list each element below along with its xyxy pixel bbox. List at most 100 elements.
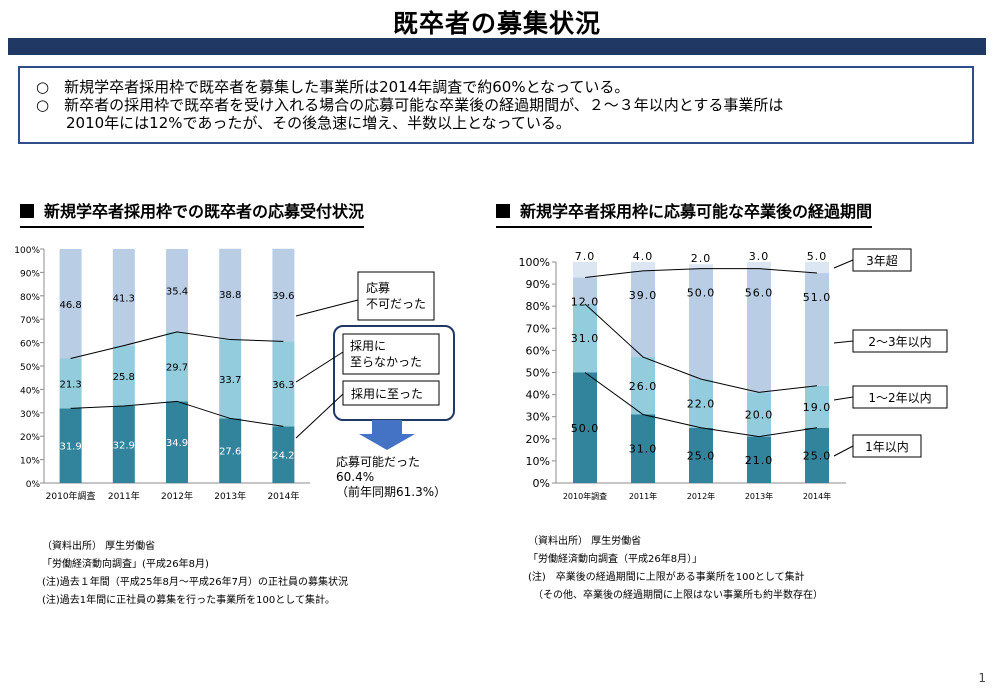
data-label: 29.7 <box>166 363 188 374</box>
data-label: 25.0 <box>687 449 716 462</box>
bar-segment <box>166 401 188 483</box>
data-label: 31.0 <box>629 443 658 456</box>
bar-segment <box>689 268 713 380</box>
x-tick-label: 2010年調査 <box>563 491 607 501</box>
data-label: 2.0 <box>691 252 712 265</box>
note-line: （その他、卒業後の経過期間に上限はない事業所も約半数存在） <box>528 590 823 601</box>
x-tick-label: 2011年 <box>108 490 140 502</box>
bar-segment <box>112 249 135 346</box>
bar-segment <box>689 379 713 428</box>
data-label: 19.0 <box>803 401 832 414</box>
x-tick-label: 2013年 <box>745 491 773 501</box>
bar-segment <box>219 248 242 340</box>
callout-pointer <box>295 393 344 439</box>
note-line: （資料出所） 厚生労働省 <box>42 541 156 552</box>
data-label: 22.0 <box>687 397 716 410</box>
series-connector-line <box>584 303 818 393</box>
data-label: 24.2 <box>272 451 294 462</box>
data-label: 7.0 <box>575 250 596 263</box>
x-tick-label: 2014年 <box>803 491 831 501</box>
legend-over3-text: 3年超 <box>866 253 898 268</box>
bar-segment <box>59 408 82 483</box>
data-label: 33.7 <box>219 375 241 386</box>
x-tick-label: 2012年 <box>161 490 193 502</box>
data-label: 32.9 <box>113 441 135 452</box>
y-tick-label: 40% <box>20 386 40 396</box>
square-bullet-icon <box>496 204 510 218</box>
series-connector-line <box>70 400 284 427</box>
y-tick-label: 100% <box>14 246 40 256</box>
data-label: 12.0 <box>571 295 600 308</box>
data-label: 39.6 <box>272 291 294 302</box>
data-label: 31.9 <box>59 442 81 453</box>
left-notes: （資料出所） 厚生労働省 「労働経済動向調査」(平成26年8月) (注)過去１年… <box>42 538 348 610</box>
bar-segment <box>219 418 242 483</box>
data-label: 41.3 <box>113 293 135 304</box>
bar-segment <box>112 406 135 483</box>
bar-segment <box>166 249 188 332</box>
data-label: 50.0 <box>687 287 716 300</box>
bar-segment <box>747 392 771 437</box>
y-tick-label: 40% <box>526 389 550 402</box>
data-label: 3.0 <box>749 250 770 263</box>
data-label: 34.9 <box>166 438 188 449</box>
square-bullet-icon <box>20 204 34 218</box>
data-label: 27.6 <box>219 447 241 458</box>
bar-segment <box>59 249 82 359</box>
y-tick-label: 0% <box>26 480 41 490</box>
data-label: 21.0 <box>745 454 774 467</box>
callout-possible-text: 応募可能だった 60.4%（前年同期61.3%） <box>336 455 446 499</box>
bar-segment <box>573 262 597 278</box>
bar-segment <box>747 262 771 269</box>
note-line: (注)過去１年間（平成25年8月～平成26年7月）の正社員の募集状況 <box>42 577 348 588</box>
right-notes: （資料出所） 厚生労働省 「労働経済動向調査（平成26年8月）」 (注) 卒業後… <box>528 533 823 605</box>
bar-segment <box>805 273 829 386</box>
y-tick-label: 80% <box>20 293 40 303</box>
bar-segment <box>747 268 771 393</box>
summary-line: ○ 新卒者の採用枠で既卒者を受け入れる場合の応募可能な卒業後の経過期間が、２～３… <box>36 96 784 114</box>
data-label: 20.0 <box>745 408 774 421</box>
bar-segment <box>747 436 771 483</box>
data-label: 38.8 <box>219 290 241 301</box>
data-label: 46.8 <box>59 300 81 311</box>
legend-pointer <box>833 396 854 401</box>
down-arrow-icon <box>359 420 415 450</box>
series-connector-line <box>584 372 818 438</box>
data-label: 5.0 <box>807 250 828 263</box>
note-line: (注)過去1年間に正社員の募集を行った事業所を100として集計。 <box>42 595 335 606</box>
y-tick-label: 80% <box>526 300 550 313</box>
callout-not-hired-box <box>342 333 440 375</box>
page-title: 既卒者の募集状況 <box>392 9 601 38</box>
note-line: (注) 卒業後の経過期間に上限がある事業所を100として集計 <box>528 572 805 583</box>
bar-segment <box>805 427 829 483</box>
y-tick-label: 50% <box>20 363 40 373</box>
y-tick-label: 50% <box>526 367 550 380</box>
x-tick-label: 2010年調査 <box>46 490 96 502</box>
bar-segment <box>631 414 655 483</box>
data-label: 26.0 <box>629 380 658 393</box>
bar-segment <box>59 358 82 409</box>
callout-not-hired-text: 採用に至らなかった <box>350 339 422 369</box>
data-label: 25.0 <box>803 449 832 462</box>
legend-pointer <box>833 340 854 344</box>
legend-pointer <box>833 259 854 269</box>
y-tick-label: 90% <box>20 269 40 279</box>
data-label: 25.8 <box>113 372 135 383</box>
bar-segment <box>272 248 295 342</box>
y-tick-label: 20% <box>526 433 550 446</box>
bar-segment <box>631 270 655 358</box>
y-tick-label: 100% <box>519 256 550 269</box>
data-label: 35.4 <box>166 286 188 297</box>
data-label: 51.0 <box>803 291 832 304</box>
summary-box: ○ 新規学卒者採用枠で既卒者を募集した事業所は2014年調査で約60%となってい… <box>18 66 974 144</box>
bar-segment <box>272 341 295 427</box>
bar-segment <box>689 427 713 483</box>
data-label: 4.0 <box>633 250 654 263</box>
y-tick-label: 60% <box>526 344 550 357</box>
note-line: （資料出所） 厚生労働省 <box>528 536 642 547</box>
bar-segment <box>112 345 135 407</box>
y-tick-label: 30% <box>20 410 40 420</box>
x-tick-label: 2014年 <box>267 490 299 502</box>
x-tick-label: 2013年 <box>214 490 246 502</box>
bar-segment <box>805 385 829 428</box>
